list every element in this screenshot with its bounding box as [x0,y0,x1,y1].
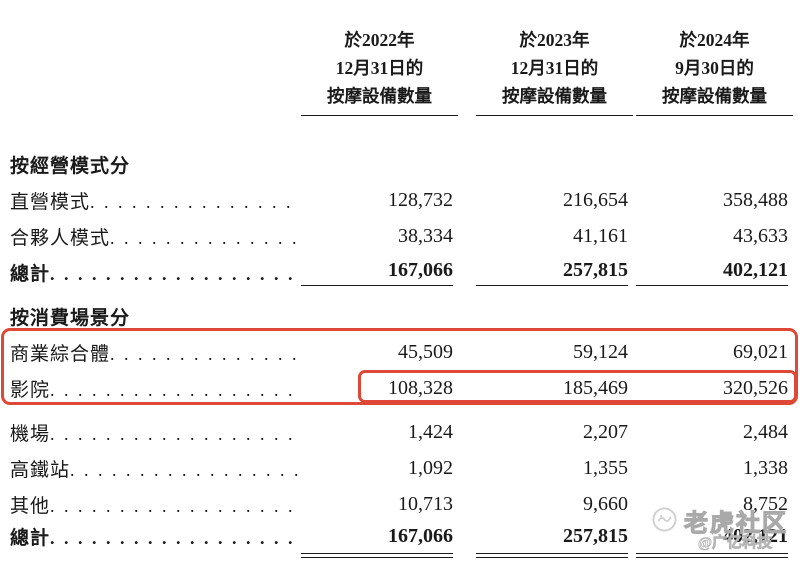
table-row-total-scenario: 總計 167,066 257,815 402,121 [10,522,793,550]
value-cell: 8,752 [743,492,788,515]
grand-total-double-rule [10,552,793,558]
row-label: 商業綜合體 [10,343,111,365]
col-header-line: 9月30日的 [675,58,754,78]
section-header-consumption-scenario: 按消費場景分 [10,298,793,334]
col-header-2023: 於2023年 12月31日的 按摩設備數量 [458,26,633,116]
value-cell: 402,121 [723,524,788,547]
col-header-line: 於2023年 [519,30,590,50]
value-cell: 45,509 [398,340,453,363]
row-label: 影院 [10,379,51,401]
value-cell: 320,526 [723,376,788,399]
col-header-line: 於2022年 [344,30,415,50]
value-cell: 69,021 [733,340,788,363]
value-cell: 216,654 [563,188,628,211]
value-cell: 2,207 [583,420,628,443]
value-cell: 41,161 [573,224,628,247]
table-header-row: 於2022年 12月31日的 按摩設備數量 於2023年 12月31日的 按摩設… [10,26,793,116]
value-cell: 1,092 [408,456,453,479]
dot-leader [110,228,298,250]
section-header-operating-model: 按經營模式分 [10,146,793,182]
value-cell: 108,328 [388,376,453,399]
row-label: 總計 [10,263,51,285]
table-row-highspeed-rail: 高鐵站 1,092 1,355 1,338 [10,450,793,486]
col-header-line: 12月31日的 [335,58,424,78]
dot-leader [110,344,298,366]
table-row-direct-model: 直營模式 128,732 216,654 358,488 [10,182,793,218]
dot-leader [50,528,298,550]
value-cell: 402,121 [633,259,793,286]
table-row-cinema: 影院 108,328 185,469 320,526 [10,370,793,406]
row-label: 其他 [10,495,51,517]
dot-leader [50,264,298,286]
value-cell: 9,660 [583,492,628,515]
col-header-line: 按摩設備數量 [327,86,432,106]
row-label: 直營模式 [10,191,91,213]
value-cell: 185,469 [563,376,628,399]
table-row-other: 其他 10,713 9,660 8,752 [10,486,793,522]
value-cell: 358,488 [723,188,788,211]
value-cell: 257,815 [458,259,633,286]
value-cell: 1,338 [743,456,788,479]
value-cell: 167,066 [388,524,453,547]
value-cell: 1,355 [583,456,628,479]
dot-leader [70,460,298,482]
col-header-line: 於2024年 [679,30,750,50]
dot-leader [50,496,298,518]
table-row-commercial-complex: 商業綜合體 45,509 59,124 69,021 [10,334,793,370]
value-cell: 128,732 [388,188,453,211]
dot-leader [50,380,298,402]
col-header-line: 按摩設備數量 [662,86,767,106]
section-label: 按消費場景分 [10,307,131,329]
value-cell: 2,484 [743,420,788,443]
value-cell: 38,334 [398,224,453,247]
row-label: 總計 [10,527,51,549]
table-row-partner-model: 合夥人模式 38,334 41,161 43,633 [10,218,793,254]
value-cell: 43,633 [733,224,788,247]
dot-leader [90,192,298,214]
col-header-2024: 於2024年 9月30日的 按摩設備數量 [633,26,793,116]
value-cell: 10,713 [398,492,453,515]
table-row-airport: 機場 1,424 2,207 2,484 [10,414,793,450]
row-label: 高鐵站 [10,459,71,481]
value-cell: 167,066 [298,259,458,286]
col-header-line: 按摩設備數量 [502,86,607,106]
row-label: 機場 [10,423,51,445]
value-cell: 59,124 [573,340,628,363]
row-label: 合夥人模式 [10,227,111,249]
col-header-line: 12月31日的 [510,58,599,78]
value-cell: 257,815 [563,524,628,547]
dot-leader [50,424,298,446]
col-header-2022: 於2022年 12月31日的 按摩設備數量 [298,26,458,116]
table-row-total-operating: 總計 167,066 257,815 402,121 [10,254,793,290]
value-cell: 1,424 [408,420,453,443]
section-label: 按經營模式分 [10,155,131,177]
